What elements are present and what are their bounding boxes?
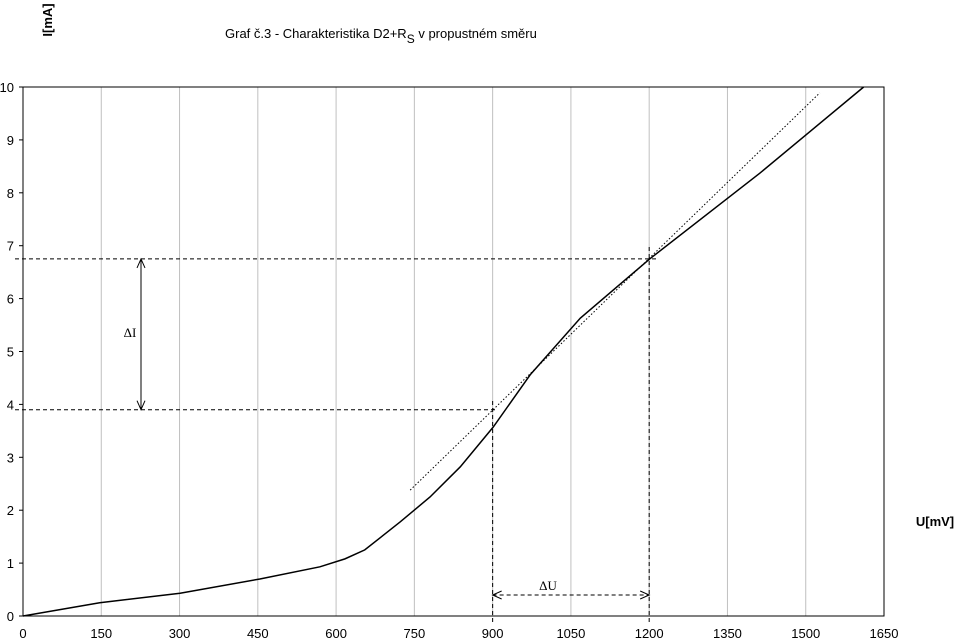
y-tick-label: 3 <box>7 450 14 465</box>
x-tick-label: 900 <box>482 626 504 641</box>
x-tick-label: 1650 <box>870 626 899 641</box>
title-text: v propustném směru <box>415 26 537 41</box>
x-tick-label: 1050 <box>556 626 585 641</box>
title-subscript: S <box>407 32 415 46</box>
delta-u-label: ΔU <box>539 578 557 593</box>
y-tick-label: 2 <box>7 503 14 518</box>
y-tick-label: 7 <box>7 239 14 254</box>
y-tick-label: 6 <box>7 292 14 307</box>
delta-i-label: ΔI <box>124 325 137 340</box>
x-tick-label: 450 <box>247 626 269 641</box>
x-tick-label: 1350 <box>713 626 742 641</box>
x-tick-label: 600 <box>325 626 347 641</box>
y-axis-label: I[mA] <box>40 3 55 36</box>
y-tick-label: 5 <box>7 345 14 360</box>
x-tick-label: 1200 <box>635 626 664 641</box>
x-tick-label: 0 <box>19 626 26 641</box>
plot-border <box>22 86 885 617</box>
delta-u-arrowheads <box>491 590 651 600</box>
y-tick-label: 10 <box>0 80 14 95</box>
delta-i-arrow <box>136 257 146 411</box>
title-text: Graf č.3 - Charakteristika D2+R <box>225 26 407 41</box>
y-tick-label: 1 <box>7 556 14 571</box>
data-line <box>22 86 865 617</box>
tangent-line <box>409 92 821 491</box>
y-tick-label: 8 <box>7 186 14 201</box>
y-tick-label: 4 <box>7 397 14 412</box>
x-tick-label: 300 <box>169 626 191 641</box>
y-tick-label: 9 <box>7 133 14 148</box>
x-tick-label: 150 <box>90 626 112 641</box>
x-axis-label: U[mV] <box>916 514 954 529</box>
chart-title: Graf č.3 - Charakteristika D2+RS v propu… <box>225 26 537 46</box>
x-tick-label: 750 <box>404 626 426 641</box>
x-tick-label: 1500 <box>791 626 820 641</box>
y-tick-label: 0 <box>7 609 14 624</box>
